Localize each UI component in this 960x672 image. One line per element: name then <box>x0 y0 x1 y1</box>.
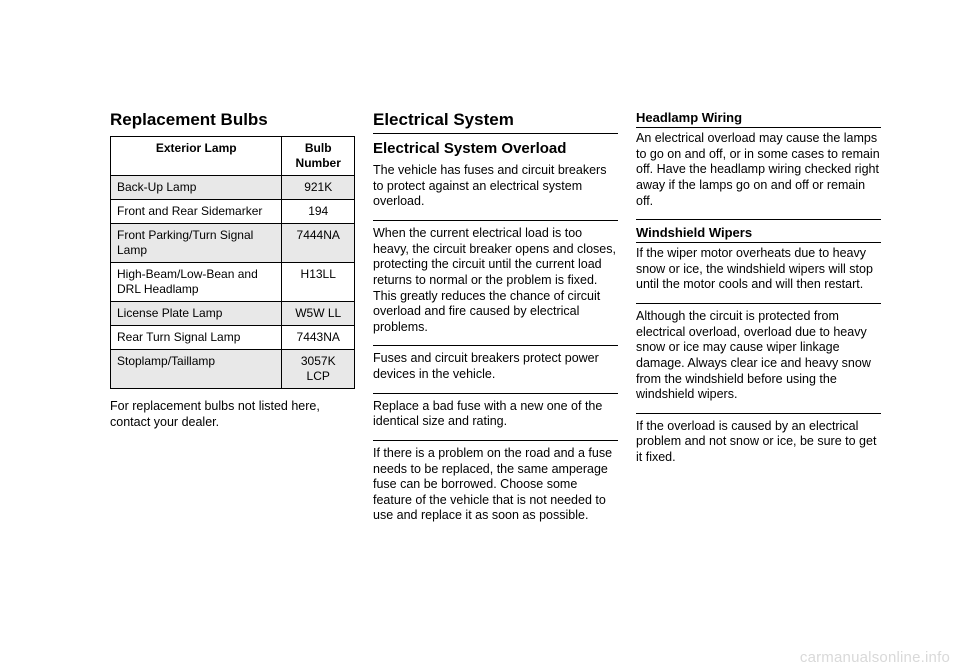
cell-lamp: Front Parking/Turn Signal Lamp <box>111 224 282 263</box>
paragraph: If there is a problem on the road and a … <box>373 446 618 524</box>
para-block: An electrical overload may cause the lam… <box>636 131 881 220</box>
cell-bulb: 7444NA <box>282 224 355 263</box>
cell-lamp: High-Beam/Low-Bean and DRL Headlamp <box>111 263 282 302</box>
table-row: Front and Rear Sidemarker 194 <box>111 200 355 224</box>
paragraph: Although the circuit is protected from e… <box>636 309 881 403</box>
paragraph: An electrical overload may cause the lam… <box>636 131 881 209</box>
windshield-wipers-heading: Windshield Wipers <box>636 225 881 243</box>
table-header-bulb: Bulb Number <box>282 137 355 176</box>
para-block: Although the circuit is protected from e… <box>636 309 881 414</box>
column-1: Replacement Bulbs Exterior Lamp Bulb Num… <box>110 110 355 539</box>
column-3: Headlamp Wiring An electrical overload m… <box>636 110 881 539</box>
headlamp-wiring-heading: Headlamp Wiring <box>636 110 881 128</box>
cell-bulb: 7443NA <box>282 326 355 350</box>
cell-lamp: Stoplamp/Taillamp <box>111 350 282 389</box>
bulbs-note: For replacement bulbs not listed here, c… <box>110 399 355 430</box>
para-block: When the current electrical load is too … <box>373 226 618 346</box>
replacement-bulbs-heading: Replacement Bulbs <box>110 110 355 130</box>
paragraph: Replace a bad fuse with a new one of the… <box>373 399 618 430</box>
page-content: Replacement Bulbs Exterior Lamp Bulb Num… <box>0 0 960 579</box>
electrical-system-heading: Electrical System <box>373 110 618 134</box>
para-block: Fuses and circuit breakers protect power… <box>373 351 618 393</box>
para-block: If the overload is caused by an electric… <box>636 419 881 476</box>
electrical-overload-heading: Electrical System Overload <box>373 140 618 159</box>
cell-bulb: H13LL <box>282 263 355 302</box>
cell-bulb: 3057K LCP <box>282 350 355 389</box>
paragraph: If the wiper motor overheats due to heav… <box>636 246 881 293</box>
table-row: Stoplamp/Taillamp 3057K LCP <box>111 350 355 389</box>
para-block: If the wiper motor overheats due to heav… <box>636 246 881 304</box>
bulbs-table: Exterior Lamp Bulb Number Back-Up Lamp 9… <box>110 136 355 389</box>
paragraph: When the current electrical load is too … <box>373 226 618 335</box>
cell-lamp: Back-Up Lamp <box>111 176 282 200</box>
cell-lamp: Rear Turn Signal Lamp <box>111 326 282 350</box>
cell-bulb: W5W LL <box>282 302 355 326</box>
watermark-text: carmanualsonline.info <box>800 649 950 666</box>
paragraph: If the overload is caused by an electric… <box>636 419 881 466</box>
paragraph: The vehicle has fuses and circuit breake… <box>373 163 618 210</box>
para-block: The vehicle has fuses and circuit breake… <box>373 163 618 221</box>
para-block: Replace a bad fuse with a new one of the… <box>373 399 618 441</box>
cell-bulb: 921K <box>282 176 355 200</box>
table-row: Back-Up Lamp 921K <box>111 176 355 200</box>
table-row: Rear Turn Signal Lamp 7443NA <box>111 326 355 350</box>
table-row: Front Parking/Turn Signal Lamp 7444NA <box>111 224 355 263</box>
table-row: High-Beam/Low-Bean and DRL Headlamp H13L… <box>111 263 355 302</box>
cell-lamp: License Plate Lamp <box>111 302 282 326</box>
table-header-lamp: Exterior Lamp <box>111 137 282 176</box>
cell-lamp: Front and Rear Sidemarker <box>111 200 282 224</box>
para-block: If there is a problem on the road and a … <box>373 446 618 534</box>
column-2: Electrical System Electrical System Over… <box>373 110 618 539</box>
table-row: License Plate Lamp W5W LL <box>111 302 355 326</box>
paragraph: Fuses and circuit breakers protect power… <box>373 351 618 382</box>
cell-bulb: 194 <box>282 200 355 224</box>
